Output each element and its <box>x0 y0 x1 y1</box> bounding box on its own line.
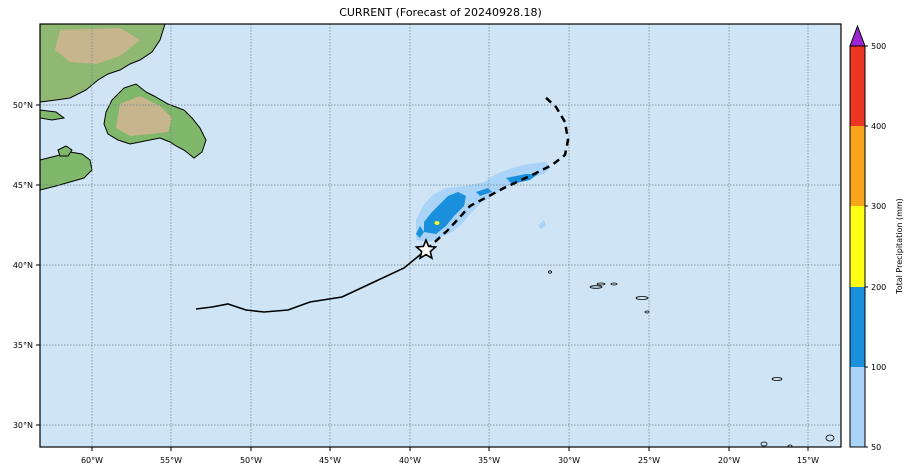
past-track-line <box>195 249 427 313</box>
colorbar-tick-label: 100 <box>871 363 886 372</box>
colorbar-extend-arrow <box>849 24 866 47</box>
colorbar: 50 100 200 300 400 500 Total Precipitati… <box>849 24 904 452</box>
lon-tick-label: 60°W <box>81 456 103 465</box>
colorbar-segment-100-200 <box>850 287 865 367</box>
colorbar-segment-300-400 <box>850 126 865 206</box>
colorbar-tick-label: 200 <box>871 283 886 292</box>
lat-tick-label: 50°N <box>13 101 33 110</box>
colorbar-tick-label: 400 <box>871 122 886 131</box>
precip-50-100-small <box>538 220 546 229</box>
lat-tick-label: 30°N <box>13 421 33 430</box>
lon-tick-label: 50°W <box>240 456 262 465</box>
lon-tick-label: 45°W <box>319 456 341 465</box>
precip-100-200-band <box>476 188 492 196</box>
lon-tick-label: 25°W <box>638 456 660 465</box>
colorbar-segment-200-300 <box>850 206 865 287</box>
lon-tick-label: 35°W <box>478 456 500 465</box>
labrador-highlands <box>55 28 140 64</box>
lon-tick-label: 20°W <box>718 456 740 465</box>
colorbar-title: Total Precipitation (mm) <box>895 198 904 295</box>
lat-tick-label: 35°N <box>13 341 33 350</box>
azores-islands <box>548 270 835 448</box>
colorbar-tick-label: 300 <box>871 202 886 211</box>
land-masses <box>39 23 207 191</box>
cape-breton <box>57 145 73 157</box>
precip-200-300 <box>434 221 440 225</box>
forecast-track-line <box>425 94 570 251</box>
colorbar-segment-400-500 <box>850 46 865 126</box>
lon-tick-label: 40°W <box>399 456 421 465</box>
lat-tick-label: 45°N <box>13 181 33 190</box>
star-icon <box>414 237 438 260</box>
precip-100-200 <box>424 192 466 234</box>
newfoundland-interior <box>116 96 172 136</box>
lon-tick-label: 30°W <box>558 456 580 465</box>
lon-tick-label: 15°W <box>797 456 819 465</box>
colorbar-segment-50-100 <box>850 367 865 447</box>
lat-labels: 50°N 45°N 40°N 35°N 30°N <box>13 101 33 430</box>
colorbar-tick-label: 500 <box>871 42 886 51</box>
colorbar-tick-label: 50 <box>871 443 881 452</box>
colorbar-frame <box>849 45 866 448</box>
graticule <box>40 24 841 447</box>
precip-100-200-west <box>416 226 424 238</box>
map-title: CURRENT (Forecast of 20240928.18) <box>339 6 542 19</box>
lon-tick-label: 55°W <box>160 456 182 465</box>
map-frame <box>39 23 842 448</box>
lon-labels: 60°W 55°W 50°W 45°W 40°W 35°W 30°W 25°W … <box>81 456 819 465</box>
lat-tick-label: 40°N <box>13 261 33 270</box>
tick-marks <box>36 104 809 451</box>
precip-50-100 <box>416 162 550 242</box>
